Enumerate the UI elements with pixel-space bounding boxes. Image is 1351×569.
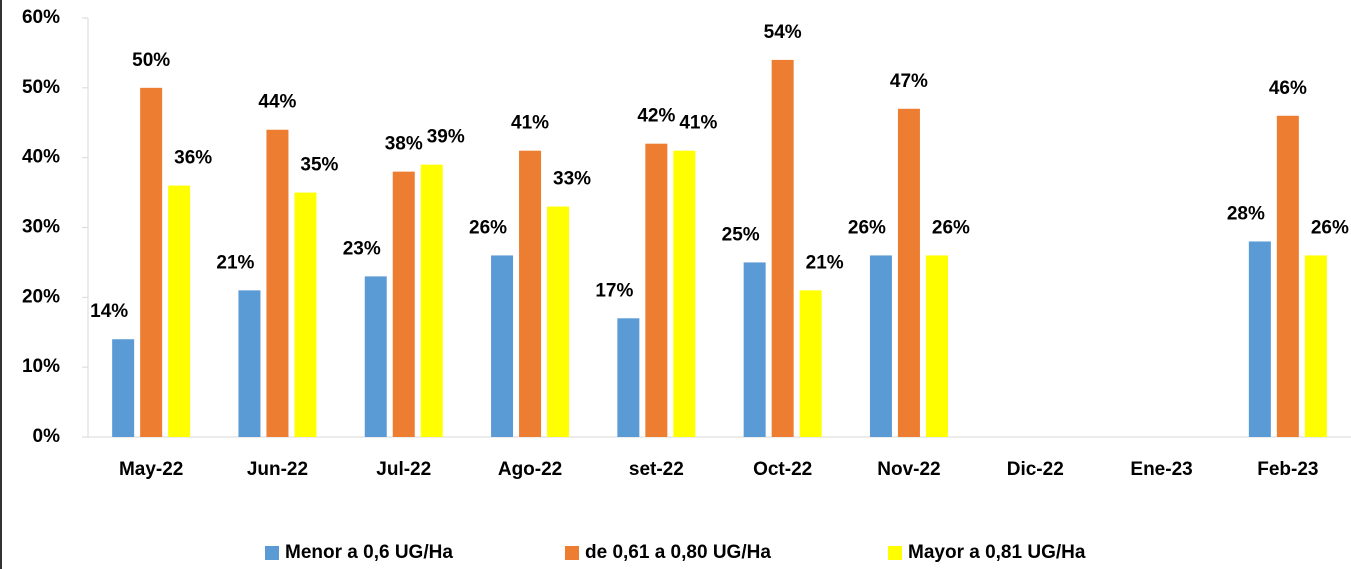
x-tick-label: Nov-22 [877, 459, 940, 480]
y-tick-label: 0% [33, 426, 61, 447]
bar [617, 318, 640, 437]
y-tick-label: 40% [22, 147, 60, 168]
bar [645, 143, 668, 437]
x-tick-label: Jun-22 [247, 459, 308, 480]
bar [420, 164, 443, 437]
data-label: 17% [595, 280, 633, 301]
bar [1248, 241, 1271, 437]
data-label: 26% [932, 217, 970, 238]
data-label: 26% [848, 217, 886, 238]
legend-label: de 0,61 a 0,80 UG/Ha [585, 542, 771, 563]
bar [491, 255, 514, 437]
x-tick-label: set-22 [629, 459, 684, 480]
x-tick-label: Ago-22 [498, 459, 562, 480]
legend-swatch [565, 546, 579, 560]
bar [799, 290, 822, 437]
data-label: 41% [679, 113, 717, 134]
data-label: 21% [216, 252, 254, 273]
bar [897, 108, 920, 438]
data-label: 54% [764, 22, 802, 43]
bar [519, 150, 542, 437]
data-label: 39% [427, 127, 465, 148]
bar [743, 262, 766, 437]
y-tick-label: 20% [22, 286, 60, 307]
legend-swatch [888, 546, 902, 560]
bar [140, 87, 163, 437]
bar [392, 171, 415, 437]
bar [869, 255, 892, 437]
data-label: 33% [553, 169, 591, 190]
x-tick-label: Feb-23 [1257, 459, 1318, 480]
x-tick-label: Oct-22 [753, 459, 812, 480]
data-label: 26% [1311, 217, 1349, 238]
data-label: 21% [806, 252, 844, 273]
x-tick-label: Ene-23 [1130, 459, 1192, 480]
legend-swatch [265, 546, 279, 560]
y-tick-label: 10% [22, 356, 60, 377]
data-label: 41% [511, 113, 549, 134]
data-label: 42% [637, 106, 675, 127]
data-label: 38% [385, 134, 423, 155]
y-tick-label: 60% [22, 7, 60, 28]
data-label: 14% [90, 301, 128, 322]
data-label: 46% [1269, 78, 1307, 99]
bar [112, 339, 135, 437]
bar [673, 150, 696, 437]
data-label: 44% [258, 92, 296, 113]
y-tick-label: 30% [22, 217, 60, 238]
data-label: 35% [300, 155, 338, 176]
data-label: 36% [174, 148, 212, 169]
bar [547, 206, 570, 437]
bar [925, 255, 948, 437]
bar [771, 59, 794, 438]
data-label: 23% [343, 238, 381, 259]
data-label: 26% [469, 217, 507, 238]
data-label: 50% [132, 50, 170, 71]
bar [1276, 115, 1299, 438]
data-label: 47% [890, 71, 928, 92]
bar [266, 129, 289, 437]
bar [168, 185, 191, 437]
bar [238, 290, 261, 437]
bar [364, 276, 387, 437]
data-label: 25% [722, 224, 760, 245]
x-tick-label: Dic-22 [1007, 459, 1064, 480]
legend-label: Menor a 0,6 UG/Ha [285, 542, 453, 563]
data-label: 28% [1227, 203, 1265, 224]
y-tick-label: 50% [22, 77, 60, 98]
x-tick-label: Jul-22 [376, 459, 431, 480]
x-tick-label: May-22 [119, 459, 183, 480]
bar [1304, 255, 1327, 437]
legend-label: Mayor a 0,81 UG/Ha [908, 542, 1086, 563]
bar [294, 192, 317, 437]
